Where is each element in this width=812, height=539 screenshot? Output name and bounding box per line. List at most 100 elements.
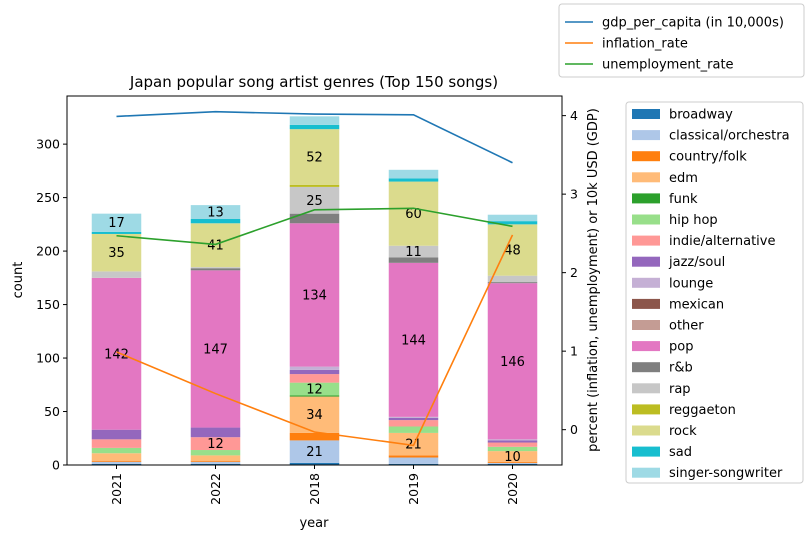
x-tick-label-2021: 2021	[109, 473, 124, 505]
y-tick-label-300: 300	[36, 137, 60, 152]
data-label-edm-2018: 34	[306, 408, 323, 423]
bar-singer-songwriter-2020	[487, 214, 538, 222]
legend-label-reggaeton: reggaeton	[669, 403, 736, 418]
bar-indie-alternative-2022	[190, 437, 241, 451]
data-label-pop-2020: 146	[500, 355, 525, 370]
bar-classical-orchestra-2020	[487, 462, 538, 464]
legend-label-sad: sad	[669, 445, 692, 460]
bar-indie-alternative-2021	[91, 439, 142, 448]
bar-hip-hop-2022	[190, 450, 241, 456]
data-label-rock-2018: 52	[306, 150, 323, 165]
bar-pop-2018	[289, 223, 340, 367]
legend-swatch-rock	[632, 425, 660, 436]
bar-indie-alternative-2019	[388, 420, 439, 427]
legend-line-label-unemployment-rate: unemployment_rate	[602, 58, 734, 73]
bar-jazz-soul-2019	[388, 417, 439, 421]
bar-singer-songwriter-2021	[91, 213, 142, 232]
bar-lounge-2019	[388, 416, 439, 418]
bar-edm-2018	[289, 396, 340, 433]
bar-jazz-soul-2022	[190, 427, 241, 438]
legend-swatch-jazz-soul	[632, 256, 660, 267]
bar-funk-2018	[289, 395, 340, 397]
bar-r-b-2020	[487, 282, 538, 284]
legend-label-lounge: lounge	[669, 276, 713, 291]
legend-label-indie-alternative: indie/alternative	[669, 234, 776, 249]
y-axis-label: count	[11, 262, 26, 299]
legend-swatch-funk	[632, 193, 660, 204]
y2-tick-label-0: 0	[570, 422, 578, 437]
data-label-pop-2018: 134	[302, 288, 327, 303]
bar-indie-alternative-2018	[289, 374, 340, 383]
legend-swatch-edm	[632, 172, 660, 183]
bar-jazz-soul-2020	[487, 440, 538, 443]
bar-sad-2022	[190, 219, 241, 224]
bar-singer-songwriter-2022	[190, 205, 241, 219]
legend-swatch-lounge	[632, 277, 660, 288]
legend-swatch-country-folk	[632, 151, 660, 162]
y-tick-label-100: 100	[36, 351, 60, 366]
legend-swatch-reggaeton	[632, 404, 660, 415]
y2-tick-label-4: 4	[570, 108, 578, 123]
y2-tick-label-2: 2	[570, 265, 578, 280]
bar-rock-2019	[388, 181, 439, 246]
bar-sad-2020	[487, 221, 538, 225]
bar-rock-2020	[487, 224, 538, 276]
y2-tick-label-3: 3	[570, 187, 578, 202]
bar-rock-2022	[190, 223, 241, 268]
data-label-hip-hop-2018: 12	[306, 383, 323, 398]
bar-country-folk-2021	[91, 460, 142, 462]
y2-axis-label: percent (inflation, unemployment) or 10k…	[586, 108, 601, 452]
bar-jazz-soul-2018	[289, 369, 340, 375]
legend-label-other: other	[669, 319, 704, 334]
legend-bars: broadway classical/orchestra country/folk e…	[625, 101, 804, 484]
x-tick-label-2018: 2018	[307, 473, 322, 505]
bar-singer-songwriter-2018	[289, 116, 340, 125]
bar-edm-2021	[91, 453, 142, 461]
legend-lines-frame	[558, 3, 805, 78]
bar-country-folk-2022	[190, 460, 241, 462]
line-unemployment-rate	[116, 207, 513, 246]
bar-country-folk-2018	[289, 432, 340, 441]
bar-edm-2022	[190, 455, 241, 461]
data-label-rock-2019: 60	[405, 207, 422, 222]
x-tick-label-2022: 2022	[208, 473, 223, 505]
bar-rock-2018	[289, 129, 340, 185]
y-tick-label-250: 250	[36, 190, 60, 205]
bar-classical-orchestra-2018	[289, 440, 340, 463]
bar-classical-orchestra-2019	[388, 457, 439, 464]
bar-singer-songwriter-2019	[388, 169, 439, 179]
legend-swatch-pop	[632, 341, 660, 352]
legend-swatch-sad	[632, 446, 660, 457]
legend-label-broadway: broadway	[669, 108, 733, 123]
legend-label-country-folk: country/folk	[669, 150, 747, 165]
legend-label-pop: pop	[669, 340, 693, 355]
bar-lounge-2020	[487, 439, 538, 441]
bar-pop-2019	[388, 262, 439, 417]
bar-rap-2019	[388, 245, 439, 258]
legend-swatch-broadway	[632, 109, 660, 119]
bar-broadway-2020	[487, 463, 538, 465]
y2-tick-label-1: 1	[570, 344, 578, 359]
legend-swatch-other	[632, 320, 660, 330]
legend-swatch-singer-songwriter	[632, 467, 660, 478]
bar-segments	[91, 116, 538, 465]
bar-r-b-2018	[289, 213, 340, 224]
data-label-pop-2022: 147	[203, 342, 228, 357]
legend-swatch-mexican	[632, 298, 660, 309]
bar-pop-2022	[190, 270, 241, 428]
data-label-pop-2019: 144	[401, 333, 426, 348]
x-tick-label-2019: 2019	[406, 473, 421, 505]
bar-rap-2021	[91, 271, 142, 278]
bar-rap-2020	[487, 275, 538, 283]
x-axis-label: year	[299, 516, 329, 531]
data-label-singer-songwriter-2022: 13	[207, 206, 224, 221]
line-inflation-rate	[116, 234, 514, 447]
bar-sad-2018	[289, 124, 340, 130]
legend-label-rap: rap	[669, 382, 691, 397]
bar-pop-2021	[91, 277, 142, 430]
legend-label-funk: funk	[669, 192, 698, 207]
bar-hip-hop-2019	[388, 426, 439, 433]
data-label-rock-2022: 41	[207, 239, 224, 254]
data-label-indie-alternative-2022: 12	[207, 437, 224, 452]
legend-line-label-gdp-per-capita-in-10-000s: gdp_per_capita (in 10,000s)	[602, 16, 784, 31]
